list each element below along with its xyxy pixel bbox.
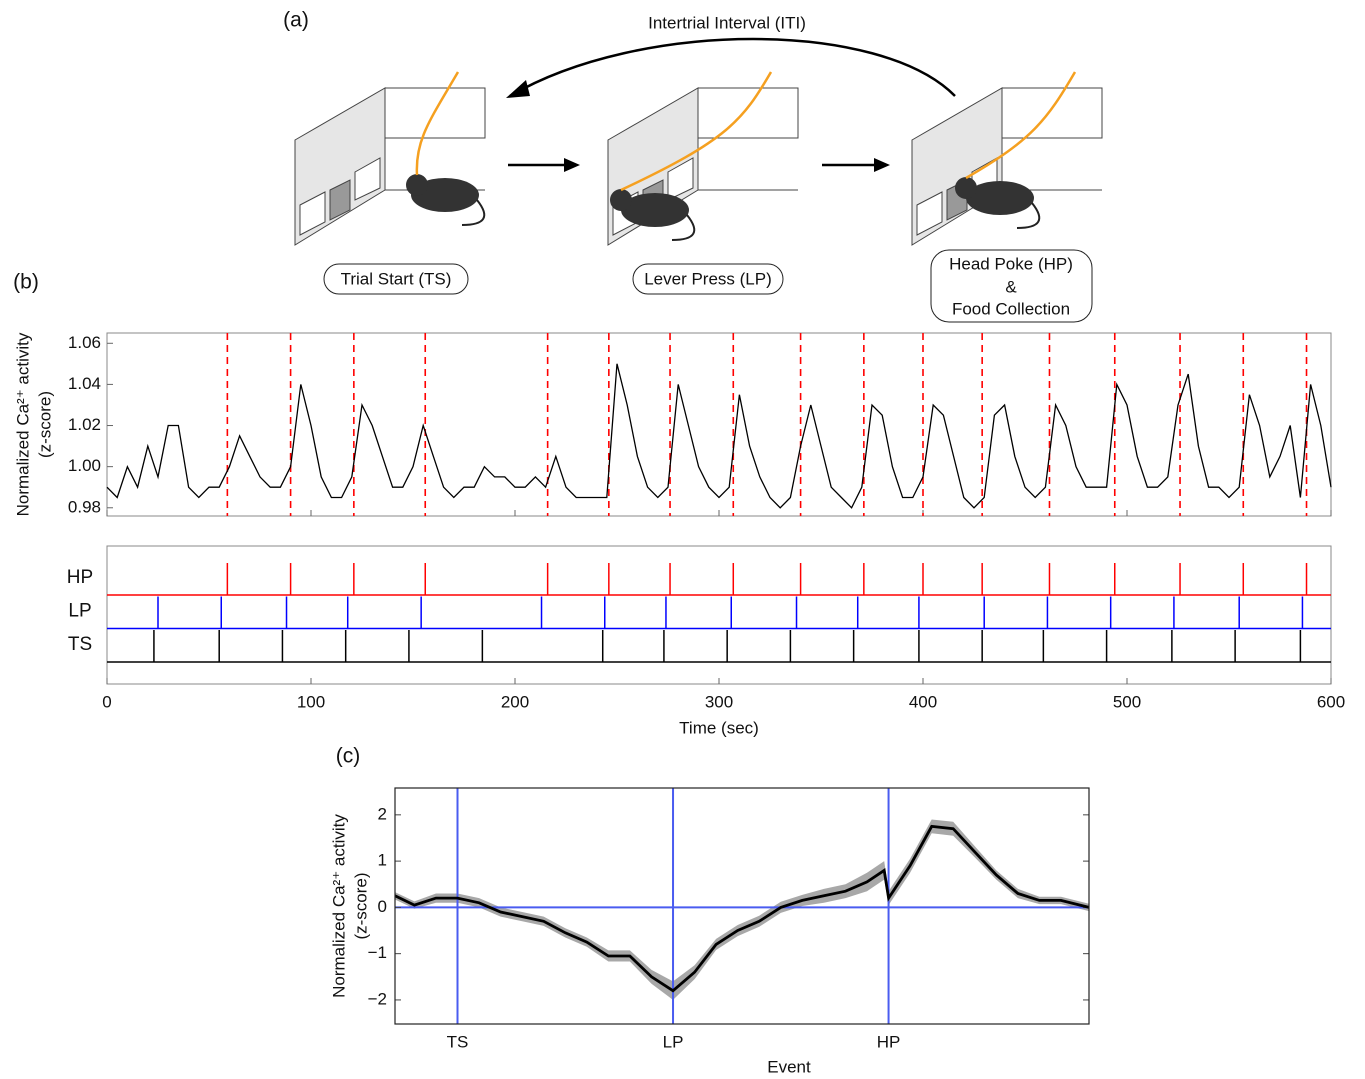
y-axis-title: (z-score) xyxy=(351,872,370,939)
mouse-body xyxy=(621,193,689,227)
y-tick-label: 0.98 xyxy=(68,497,101,516)
iti-arrow xyxy=(509,37,956,98)
y-tick-label: 1.04 xyxy=(68,374,101,393)
chamber-back xyxy=(697,87,799,139)
lever-panel xyxy=(354,157,381,201)
stage-pill xyxy=(930,249,1093,323)
x-tick-label: 300 xyxy=(705,692,733,711)
arrow-head xyxy=(874,158,890,172)
panel-label: (c) xyxy=(336,745,361,768)
x-axis-title: Time (sec) xyxy=(679,718,759,737)
mouse-head xyxy=(610,189,632,211)
mean-line xyxy=(394,824,1090,993)
food-port xyxy=(329,179,351,221)
stage-label: Head Poke (HP) xyxy=(949,254,1073,273)
x-tick-label: 100 xyxy=(297,692,325,711)
y-tick-label: −2 xyxy=(368,989,387,1008)
panel-label: (b) xyxy=(13,271,39,294)
event-label: LP xyxy=(68,601,91,622)
x-tick-label: LP xyxy=(663,1032,684,1051)
trace xyxy=(106,363,1332,509)
mouse-body xyxy=(411,178,479,212)
stage-label: Lever Press (LP) xyxy=(644,269,772,288)
lever-panel xyxy=(916,191,943,236)
mouse-tail xyxy=(671,214,696,241)
plot-frame xyxy=(394,787,1090,1025)
y-tick-label: −1 xyxy=(368,943,387,962)
event-label: TS xyxy=(68,634,92,655)
diagram: Intertrial Interval (ITI) Trial Start (T… xyxy=(294,13,1103,323)
lever-panel xyxy=(667,157,694,201)
arrow-head xyxy=(564,158,580,172)
chamber-back xyxy=(1001,87,1103,139)
stage-label: Food Collection xyxy=(952,299,1070,318)
stage-label: & xyxy=(1005,277,1017,296)
x-tick-label: 600 xyxy=(1317,692,1345,711)
y-tick-label: 0 xyxy=(378,897,387,916)
mouse-head xyxy=(406,174,428,196)
fiber xyxy=(620,71,773,192)
stage-label: Trial Start (TS) xyxy=(341,269,452,288)
x-tick-label: TS xyxy=(447,1032,469,1051)
panel-label: (a) xyxy=(283,9,309,32)
x-tick-label: 400 xyxy=(909,692,937,711)
stage-pill xyxy=(323,263,469,295)
mouse-tail xyxy=(461,199,486,226)
y-tick-label: 2 xyxy=(378,804,387,823)
x-tick-label: HP xyxy=(877,1032,901,1051)
y-tick-label: 1.06 xyxy=(68,333,101,352)
mouse-head xyxy=(955,177,977,199)
y-axis-title: (z-score) xyxy=(35,391,54,458)
fiber xyxy=(965,71,1077,180)
y-tick-label: 1 xyxy=(378,851,387,870)
lever-panel xyxy=(299,191,326,236)
arrow-head xyxy=(506,80,530,98)
event-label: HP xyxy=(67,567,93,588)
x-axis-title: Event xyxy=(767,1057,811,1076)
error-band xyxy=(395,819,1089,1000)
mouse-tail xyxy=(1016,202,1041,229)
x-tick-label: 500 xyxy=(1113,692,1141,711)
y-axis-title: Normalized Ca²⁺ activity xyxy=(329,814,348,998)
stage-pill xyxy=(632,263,784,295)
y-tick-label: 1.02 xyxy=(68,415,101,434)
loop-label: Intertrial Interval (ITI) xyxy=(648,13,806,32)
x-tick-label: 0 xyxy=(102,692,111,711)
mouse-body xyxy=(966,181,1034,215)
y-tick-label: 1.00 xyxy=(68,456,101,475)
fiber xyxy=(415,71,460,176)
y-axis-title: Normalized Ca²⁺ activity xyxy=(13,332,32,516)
x-tick-label: 200 xyxy=(501,692,529,711)
